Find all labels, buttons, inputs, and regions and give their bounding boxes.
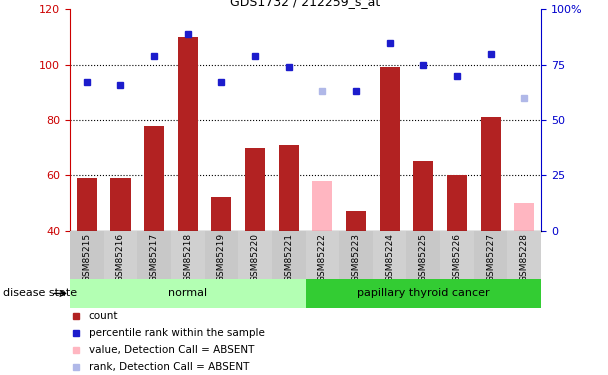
Text: GSM85219: GSM85219 xyxy=(217,233,226,282)
Bar xyxy=(440,231,474,279)
Text: GSM85222: GSM85222 xyxy=(318,233,327,282)
Text: disease state: disease state xyxy=(3,288,77,298)
Bar xyxy=(278,145,299,231)
Bar xyxy=(447,176,467,231)
Bar xyxy=(305,279,541,308)
Bar xyxy=(474,231,508,279)
Bar xyxy=(211,197,232,231)
Text: GSM85225: GSM85225 xyxy=(419,233,428,282)
Bar xyxy=(305,231,339,279)
Title: GDS1732 / 212259_s_at: GDS1732 / 212259_s_at xyxy=(230,0,381,8)
Text: GSM85218: GSM85218 xyxy=(183,233,192,282)
Bar xyxy=(313,181,333,231)
Bar xyxy=(70,231,103,279)
Bar xyxy=(346,211,366,231)
Bar xyxy=(407,231,440,279)
Bar xyxy=(171,231,204,279)
Text: GSM85226: GSM85226 xyxy=(452,233,461,282)
Text: normal: normal xyxy=(168,288,207,298)
Bar xyxy=(77,178,97,231)
Text: GSM85228: GSM85228 xyxy=(520,233,529,282)
Bar xyxy=(272,231,305,279)
Text: GSM85215: GSM85215 xyxy=(82,233,91,282)
Bar xyxy=(70,279,305,308)
Bar xyxy=(413,162,434,231)
Text: value, Detection Call = ABSENT: value, Detection Call = ABSENT xyxy=(89,345,254,355)
Text: count: count xyxy=(89,311,119,321)
Text: GSM85223: GSM85223 xyxy=(351,233,361,282)
Text: GSM85217: GSM85217 xyxy=(150,233,159,282)
Bar xyxy=(480,117,501,231)
Bar xyxy=(339,231,373,279)
Bar xyxy=(137,231,171,279)
Bar xyxy=(514,203,534,231)
Text: papillary thyroid cancer: papillary thyroid cancer xyxy=(357,288,489,298)
Text: GSM85216: GSM85216 xyxy=(116,233,125,282)
Bar xyxy=(178,37,198,231)
Bar xyxy=(103,231,137,279)
Bar xyxy=(508,231,541,279)
Text: percentile rank within the sample: percentile rank within the sample xyxy=(89,328,264,338)
Bar xyxy=(245,148,265,231)
Bar xyxy=(110,178,131,231)
Bar xyxy=(204,231,238,279)
Text: GSM85224: GSM85224 xyxy=(385,233,394,282)
Bar xyxy=(373,231,407,279)
Text: GSM85221: GSM85221 xyxy=(284,233,293,282)
Text: GSM85227: GSM85227 xyxy=(486,233,495,282)
Text: rank, Detection Call = ABSENT: rank, Detection Call = ABSENT xyxy=(89,362,249,372)
Bar xyxy=(379,68,399,231)
Text: GSM85220: GSM85220 xyxy=(250,233,260,282)
Bar xyxy=(238,231,272,279)
Bar xyxy=(144,126,164,231)
